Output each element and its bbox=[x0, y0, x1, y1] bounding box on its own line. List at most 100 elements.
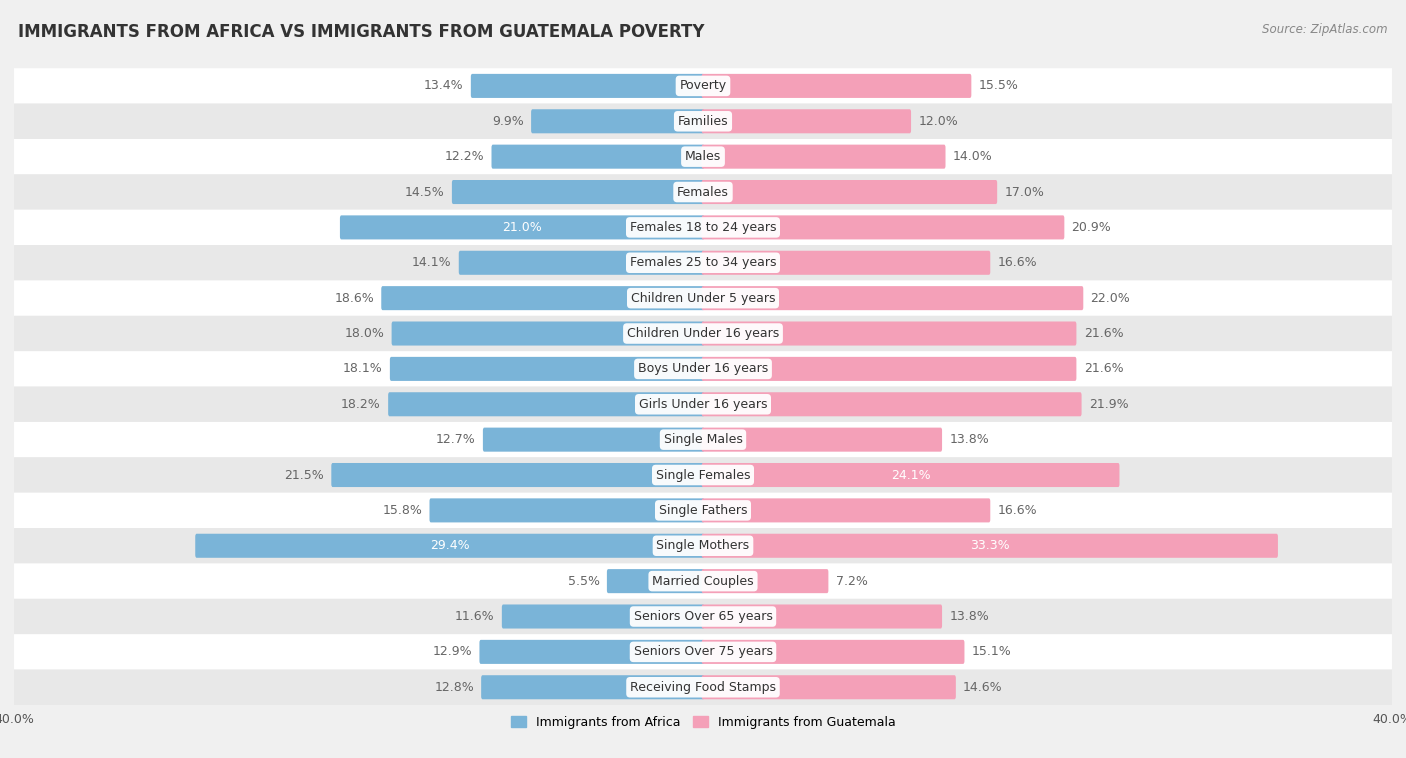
Text: Children Under 16 years: Children Under 16 years bbox=[627, 327, 779, 340]
Text: Single Females: Single Females bbox=[655, 468, 751, 481]
FancyBboxPatch shape bbox=[14, 634, 1392, 669]
Text: 9.9%: 9.9% bbox=[492, 114, 524, 128]
Text: Poverty: Poverty bbox=[679, 80, 727, 92]
Text: Girls Under 16 years: Girls Under 16 years bbox=[638, 398, 768, 411]
FancyBboxPatch shape bbox=[14, 563, 1392, 599]
FancyBboxPatch shape bbox=[702, 180, 997, 204]
Text: 33.3%: 33.3% bbox=[970, 539, 1010, 553]
FancyBboxPatch shape bbox=[702, 215, 1064, 240]
Text: 15.5%: 15.5% bbox=[979, 80, 1018, 92]
FancyBboxPatch shape bbox=[607, 569, 704, 594]
FancyBboxPatch shape bbox=[502, 604, 704, 628]
FancyBboxPatch shape bbox=[388, 392, 704, 416]
Text: Males: Males bbox=[685, 150, 721, 163]
FancyBboxPatch shape bbox=[195, 534, 704, 558]
Text: 12.8%: 12.8% bbox=[434, 681, 474, 694]
FancyBboxPatch shape bbox=[14, 493, 1392, 528]
FancyBboxPatch shape bbox=[381, 286, 704, 310]
FancyBboxPatch shape bbox=[332, 463, 704, 487]
FancyBboxPatch shape bbox=[458, 251, 704, 275]
FancyBboxPatch shape bbox=[14, 68, 1392, 104]
Text: Females 18 to 24 years: Females 18 to 24 years bbox=[630, 221, 776, 234]
Text: 5.5%: 5.5% bbox=[568, 575, 599, 587]
FancyBboxPatch shape bbox=[702, 392, 1081, 416]
Text: Seniors Over 75 years: Seniors Over 75 years bbox=[634, 645, 772, 659]
Text: 21.5%: 21.5% bbox=[284, 468, 323, 481]
Text: 22.0%: 22.0% bbox=[1091, 292, 1130, 305]
FancyBboxPatch shape bbox=[471, 74, 704, 98]
Text: 21.9%: 21.9% bbox=[1088, 398, 1129, 411]
Text: 24.1%: 24.1% bbox=[891, 468, 931, 481]
Text: 29.4%: 29.4% bbox=[430, 539, 470, 553]
Text: 12.7%: 12.7% bbox=[436, 433, 475, 446]
FancyBboxPatch shape bbox=[14, 139, 1392, 174]
FancyBboxPatch shape bbox=[702, 428, 942, 452]
Text: Single Mothers: Single Mothers bbox=[657, 539, 749, 553]
Text: 13.4%: 13.4% bbox=[425, 80, 464, 92]
FancyBboxPatch shape bbox=[702, 463, 1119, 487]
FancyBboxPatch shape bbox=[429, 498, 704, 522]
FancyBboxPatch shape bbox=[702, 534, 1278, 558]
Text: Single Fathers: Single Fathers bbox=[659, 504, 747, 517]
Text: Single Males: Single Males bbox=[664, 433, 742, 446]
FancyBboxPatch shape bbox=[702, 357, 1077, 381]
Text: 17.0%: 17.0% bbox=[1004, 186, 1045, 199]
FancyBboxPatch shape bbox=[14, 422, 1392, 457]
Text: 16.6%: 16.6% bbox=[997, 256, 1038, 269]
Text: Receiving Food Stamps: Receiving Food Stamps bbox=[630, 681, 776, 694]
FancyBboxPatch shape bbox=[702, 109, 911, 133]
Text: 18.2%: 18.2% bbox=[342, 398, 381, 411]
FancyBboxPatch shape bbox=[14, 210, 1392, 245]
FancyBboxPatch shape bbox=[702, 286, 1083, 310]
Text: Boys Under 16 years: Boys Under 16 years bbox=[638, 362, 768, 375]
FancyBboxPatch shape bbox=[702, 604, 942, 628]
FancyBboxPatch shape bbox=[14, 669, 1392, 705]
Text: 14.5%: 14.5% bbox=[405, 186, 444, 199]
FancyBboxPatch shape bbox=[702, 145, 945, 169]
Text: Seniors Over 65 years: Seniors Over 65 years bbox=[634, 610, 772, 623]
FancyBboxPatch shape bbox=[14, 104, 1392, 139]
Text: 14.6%: 14.6% bbox=[963, 681, 1002, 694]
Text: 11.6%: 11.6% bbox=[456, 610, 495, 623]
FancyBboxPatch shape bbox=[14, 457, 1392, 493]
FancyBboxPatch shape bbox=[340, 215, 704, 240]
Text: 7.2%: 7.2% bbox=[835, 575, 868, 587]
FancyBboxPatch shape bbox=[702, 74, 972, 98]
FancyBboxPatch shape bbox=[14, 599, 1392, 634]
FancyBboxPatch shape bbox=[492, 145, 704, 169]
Text: 18.6%: 18.6% bbox=[335, 292, 374, 305]
Text: Married Couples: Married Couples bbox=[652, 575, 754, 587]
Text: 15.8%: 15.8% bbox=[382, 504, 422, 517]
Text: Females: Females bbox=[678, 186, 728, 199]
Text: Source: ZipAtlas.com: Source: ZipAtlas.com bbox=[1263, 23, 1388, 36]
Text: Females 25 to 34 years: Females 25 to 34 years bbox=[630, 256, 776, 269]
Text: Children Under 5 years: Children Under 5 years bbox=[631, 292, 775, 305]
Text: 21.0%: 21.0% bbox=[502, 221, 543, 234]
FancyBboxPatch shape bbox=[702, 675, 956, 700]
Text: 14.0%: 14.0% bbox=[953, 150, 993, 163]
Text: 13.8%: 13.8% bbox=[949, 433, 988, 446]
FancyBboxPatch shape bbox=[14, 245, 1392, 280]
Text: 16.6%: 16.6% bbox=[997, 504, 1038, 517]
FancyBboxPatch shape bbox=[702, 640, 965, 664]
FancyBboxPatch shape bbox=[702, 569, 828, 594]
FancyBboxPatch shape bbox=[451, 180, 704, 204]
Text: 12.2%: 12.2% bbox=[444, 150, 484, 163]
Text: 12.0%: 12.0% bbox=[918, 114, 957, 128]
Text: 15.1%: 15.1% bbox=[972, 645, 1011, 659]
Legend: Immigrants from Africa, Immigrants from Guatemala: Immigrants from Africa, Immigrants from … bbox=[506, 711, 900, 734]
Text: 21.6%: 21.6% bbox=[1084, 327, 1123, 340]
FancyBboxPatch shape bbox=[531, 109, 704, 133]
Text: 18.0%: 18.0% bbox=[344, 327, 384, 340]
Text: 18.1%: 18.1% bbox=[343, 362, 382, 375]
FancyBboxPatch shape bbox=[14, 351, 1392, 387]
Text: IMMIGRANTS FROM AFRICA VS IMMIGRANTS FROM GUATEMALA POVERTY: IMMIGRANTS FROM AFRICA VS IMMIGRANTS FRO… bbox=[18, 23, 704, 41]
FancyBboxPatch shape bbox=[392, 321, 704, 346]
Text: 21.6%: 21.6% bbox=[1084, 362, 1123, 375]
FancyBboxPatch shape bbox=[14, 280, 1392, 316]
FancyBboxPatch shape bbox=[702, 251, 990, 275]
FancyBboxPatch shape bbox=[14, 387, 1392, 422]
FancyBboxPatch shape bbox=[14, 174, 1392, 210]
FancyBboxPatch shape bbox=[702, 498, 990, 522]
Text: 14.1%: 14.1% bbox=[412, 256, 451, 269]
